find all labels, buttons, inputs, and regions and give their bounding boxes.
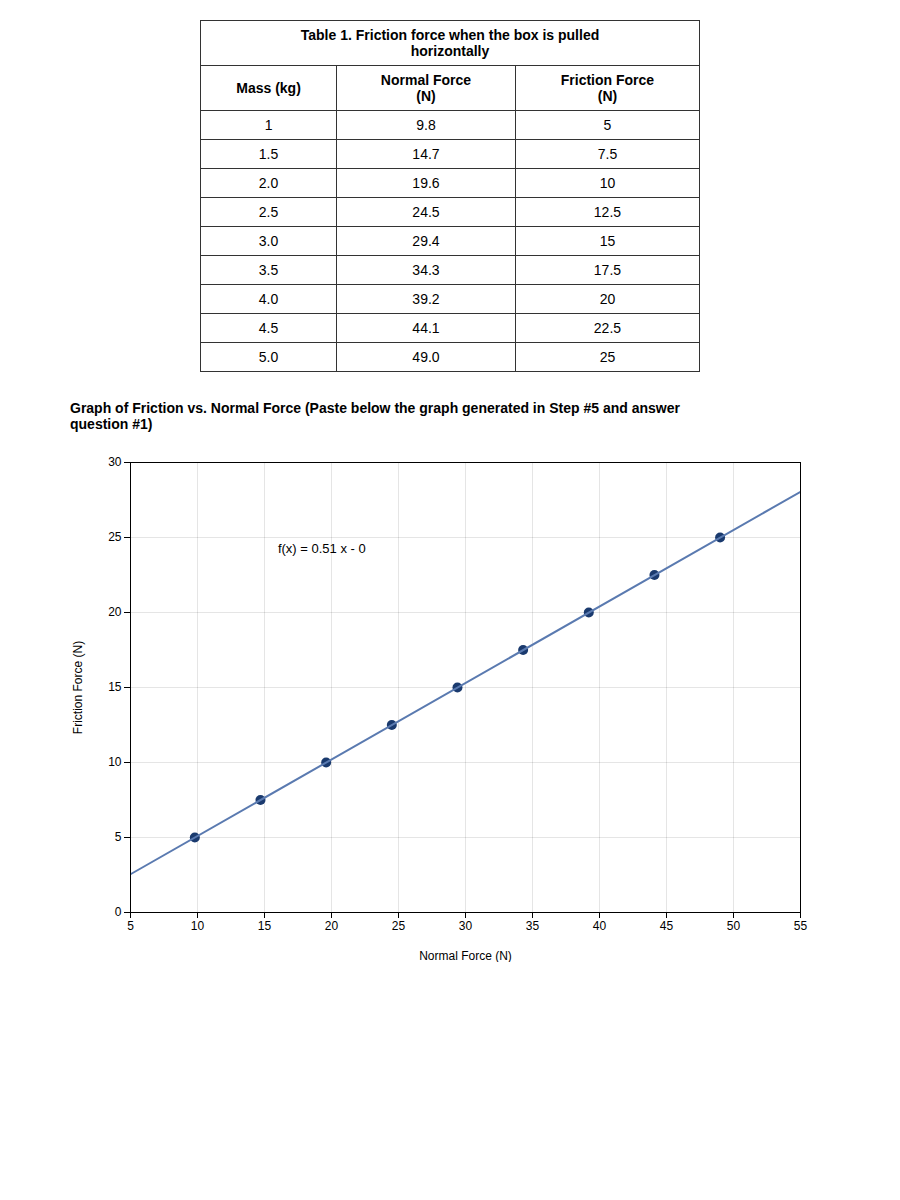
html-text:12.5: 12.5 (593, 204, 622, 220)
html-text:20: 20 (599, 291, 616, 307)
svg-text:15: 15 (258, 919, 272, 933)
svg-text:45: 45 (660, 919, 674, 933)
html-text:Graph of Friction vs. Normal F: Graph of Friction vs. Normal Force (Past… (70, 400, 680, 432)
html-text:29.4: 29.4 (412, 233, 440, 249)
html-text:19.6: 19.6 (412, 175, 440, 191)
html-text:1: 1 (264, 117, 273, 133)
svg-text:0: 0 (115, 905, 122, 919)
html-text:22.5: 22.5 (593, 320, 622, 336)
html-text:Friction Force (N): Friction Force (N) (560, 72, 655, 104)
svg-text:5: 5 (127, 919, 134, 933)
html-text:17.5: 17.5 (593, 262, 622, 278)
svg-text:25: 25 (392, 919, 406, 933)
html-text:5.0: 5.0 (258, 349, 279, 365)
svg-text:30: 30 (108, 455, 122, 469)
html-text:39.2: 39.2 (412, 291, 440, 307)
html-text:10: 10 (599, 175, 616, 191)
html-text:1.5: 1.5 (258, 146, 279, 162)
html-text:34.3: 34.3 (412, 262, 440, 278)
html-text:Normal Force (N): Normal Force (N) (380, 72, 472, 104)
html-text:3.0: 3.0 (258, 233, 279, 249)
html-text:14.7: 14.7 (412, 146, 440, 162)
svg-text:20: 20 (108, 605, 122, 619)
html-text:7.5: 7.5 (597, 146, 618, 162)
svg-text:40: 40 (593, 919, 607, 933)
html-text:5: 5 (603, 117, 612, 133)
html-text:Mass (kg): Mass (kg) (236, 80, 301, 96)
html-text:9.8: 9.8 (416, 117, 436, 133)
svg-text:10: 10 (108, 755, 122, 769)
html-text:4.0: 4.0 (258, 291, 279, 307)
html-text:24.5: 24.5 (412, 204, 440, 220)
svg-text:50: 50 (727, 919, 741, 933)
svg-text:15: 15 (108, 680, 122, 694)
svg-text:f(x) = 0.51 x - 0: f(x) = 0.51 x - 0 (278, 541, 366, 556)
html-text:44.1: 44.1 (412, 320, 440, 336)
html-text:15: 15 (599, 233, 616, 249)
svg-text:20: 20 (325, 919, 339, 933)
svg-text:25: 25 (108, 530, 122, 544)
svg-text:30: 30 (459, 919, 473, 933)
html-text:Table 1. Friction force when t: Table 1. Friction force when the box is … (300, 27, 600, 59)
svg-text:35: 35 (526, 919, 540, 933)
html-text:3.5: 3.5 (258, 262, 279, 278)
svg-text:5: 5 (115, 830, 122, 844)
svg-text:Normal Force (N): Normal Force (N) (419, 949, 512, 963)
svg-text:Friction Force (N): Friction Force (N) (71, 641, 85, 734)
svg-text:55: 55 (794, 919, 808, 933)
html-text:2.5: 2.5 (258, 204, 279, 220)
html-text:49.0: 49.0 (412, 349, 440, 365)
html-text:25: 25 (599, 349, 616, 365)
html-text:4.5: 4.5 (258, 320, 279, 336)
svg-text:10: 10 (191, 919, 205, 933)
html-text:2.0: 2.0 (258, 175, 279, 191)
